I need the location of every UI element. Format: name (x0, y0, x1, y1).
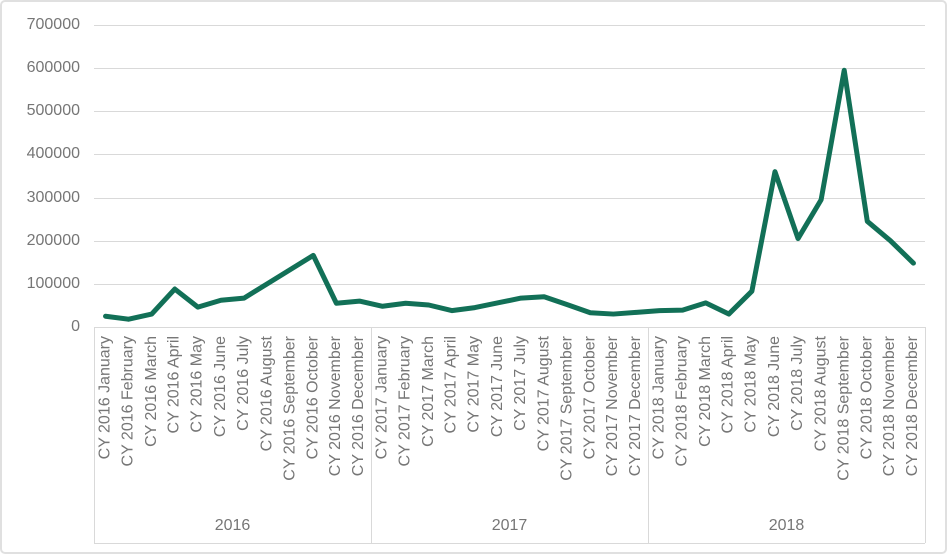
x-axis-month-label: CY 2017 January (373, 336, 391, 460)
x-axis-month-label: CY 2018 March (696, 336, 714, 447)
x-axis-month-cell: CY 2018 October (856, 327, 879, 508)
y-axis-tick-label: 400000 (26, 145, 80, 163)
x-axis-month-label: CY 2017 March (419, 336, 437, 447)
x-axis-month-label: CY 2018 June (765, 336, 783, 438)
x-axis-month-cell: CY 2017 September (556, 327, 579, 508)
x-axis-month-cell: CY 2018 December (902, 327, 925, 508)
x-axis-month-cell: CY 2016 July (233, 327, 256, 508)
y-axis-tick-label: 300000 (26, 188, 80, 206)
data-series-line (103, 67, 916, 322)
x-axis-month-cell: CY 2016 June (209, 327, 232, 508)
x-axis-month-label: CY 2016 August (258, 336, 276, 452)
x-axis-month-cell: CY 2016 August (256, 327, 279, 508)
x-axis-month-cell: CY 2018 March (694, 327, 717, 508)
x-axis-month-cell: CY 2018 November (879, 327, 902, 508)
gridline (94, 154, 925, 156)
x-axis-month-label: CY 2017 July (512, 336, 530, 431)
x-axis-month-cell: CY 2017 May (463, 327, 486, 508)
x-axis-year-label: 2018 (768, 517, 805, 534)
x-axis-month-cell: CY 2017 February (394, 327, 417, 508)
x-axis-month-label: CY 2018 November (881, 336, 899, 477)
x-axis-month-cell: CY 2017 July (510, 327, 533, 508)
gridline (94, 25, 925, 26)
x-axis-month-label: CY 2016 January (96, 336, 114, 460)
x-axis-month-cell: CY 2016 November (325, 327, 348, 508)
y-axis-tick-label: 0 (71, 318, 80, 335)
x-axis-month-label: CY 2017 June (488, 336, 506, 438)
y-axis-tick-label: 700000 (26, 16, 80, 33)
x-axis-month-cell: CY 2017 March (417, 327, 440, 508)
x-axis-month-label: CY 2017 April (442, 336, 460, 434)
x-axis-month-label: CY 2018 August (812, 336, 830, 452)
x-axis-month-label: CY 2018 October (858, 336, 876, 460)
x-axis-month-cell: CY 2016 March (140, 327, 163, 508)
x-axis-month-cell: CY 2017 June (486, 327, 509, 508)
x-axis-month-cell: CY 2017 April (440, 327, 463, 508)
x-axis-month-cell: CY 2016 February (117, 327, 140, 508)
x-axis-month-label: CY 2017 November (604, 336, 622, 477)
gridline (94, 327, 925, 328)
x-axis-month-label: CY 2016 April (165, 336, 183, 434)
x-axis-month-label: CY 2018 May (742, 336, 760, 433)
gridline (94, 111, 925, 113)
x-axis-year-label: 2016 (214, 517, 251, 534)
x-axis-month-label: CY 2016 June (211, 336, 229, 438)
year-separator-line (371, 327, 372, 543)
y-axis-tick-label: 500000 (26, 102, 80, 120)
y-axis-tick-label: 100000 (26, 274, 80, 292)
x-axis-month-label: CY 2018 September (835, 336, 853, 481)
x-axis-month-cell: CY 2017 December (625, 327, 648, 508)
x-axis-month-label: CY 2016 March (142, 336, 160, 447)
x-axis-month-cell: CY 2017 October (579, 327, 602, 508)
x-axis-month-cell: CY 2017 January (371, 327, 394, 508)
x-axis-month-label: CY 2017 September (558, 336, 576, 481)
x-axis-month-label: CY 2018 January (650, 336, 668, 460)
gridline (94, 283, 925, 285)
x-axis-month-cell: CY 2017 November (602, 327, 625, 508)
year-separator-line (648, 327, 649, 543)
x-axis-month-label: CY 2018 December (904, 336, 922, 477)
x-axis-month-cell: CY 2016 December (348, 327, 371, 508)
x-axis-month-label: CY 2016 September (281, 336, 299, 481)
gridline (94, 68, 925, 70)
x-axis-month-cell: CY 2018 April (717, 327, 740, 508)
x-axis-month-label: CY 2018 February (673, 336, 691, 467)
gridline (94, 197, 925, 199)
x-axis-month-cell: CY 2018 June (763, 327, 786, 508)
y-axis-tick-label: 600000 (26, 59, 80, 77)
x-axis-month-cell: CY 2017 August (533, 327, 556, 508)
x-axis-month-label: CY 2017 October (581, 336, 599, 460)
x-axis-month-label: CY 2018 July (789, 336, 807, 431)
x-axis-month-cell: CY 2016 January (94, 327, 117, 508)
x-axis-month-cell: CY 2016 September (279, 327, 302, 508)
x-axis-month-cell: CY 2016 April (163, 327, 186, 508)
x-axis-month-label: CY 2017 December (627, 336, 645, 477)
year-separator-line (925, 327, 926, 543)
x-axis-month-cell: CY 2018 May (740, 327, 763, 508)
x-axis-month-cell: CY 2016 October (302, 327, 325, 508)
x-axis-month-cell: CY 2016 May (186, 327, 209, 508)
x-axis-month-cell: CY 2018 July (787, 327, 810, 508)
plot-area (103, 67, 916, 322)
x-axis-month-label: CY 2017 February (396, 336, 414, 467)
y-axis-tick-label: 200000 (26, 231, 80, 249)
x-axis-month-label: CY 2016 February (119, 336, 137, 467)
x-axis-month-label: CY 2016 July (235, 336, 253, 431)
x-axis-month-cell: CY 2018 February (671, 327, 694, 508)
x-axis-month-label: CY 2016 November (327, 336, 345, 477)
x-axis-month-label: CY 2017 May (465, 336, 483, 433)
x-axis-month-label: CY 2016 May (188, 336, 206, 433)
x-axis-month-label: CY 2016 October (304, 336, 322, 460)
x-axis-month-cell: CY 2018 September (833, 327, 856, 508)
gridline (94, 240, 925, 242)
x-axis-month-label: CY 2018 April (719, 336, 737, 434)
label-area-bottom-line (94, 543, 925, 544)
x-axis-year-label: 2017 (491, 517, 528, 534)
x-axis-month-label: CY 2016 December (350, 336, 368, 477)
year-separator-line (94, 327, 95, 543)
x-axis-month-cell: CY 2018 August (810, 327, 833, 508)
x-axis-month-label: CY 2017 August (535, 336, 553, 452)
x-axis-month-cell: CY 2018 January (648, 327, 671, 508)
